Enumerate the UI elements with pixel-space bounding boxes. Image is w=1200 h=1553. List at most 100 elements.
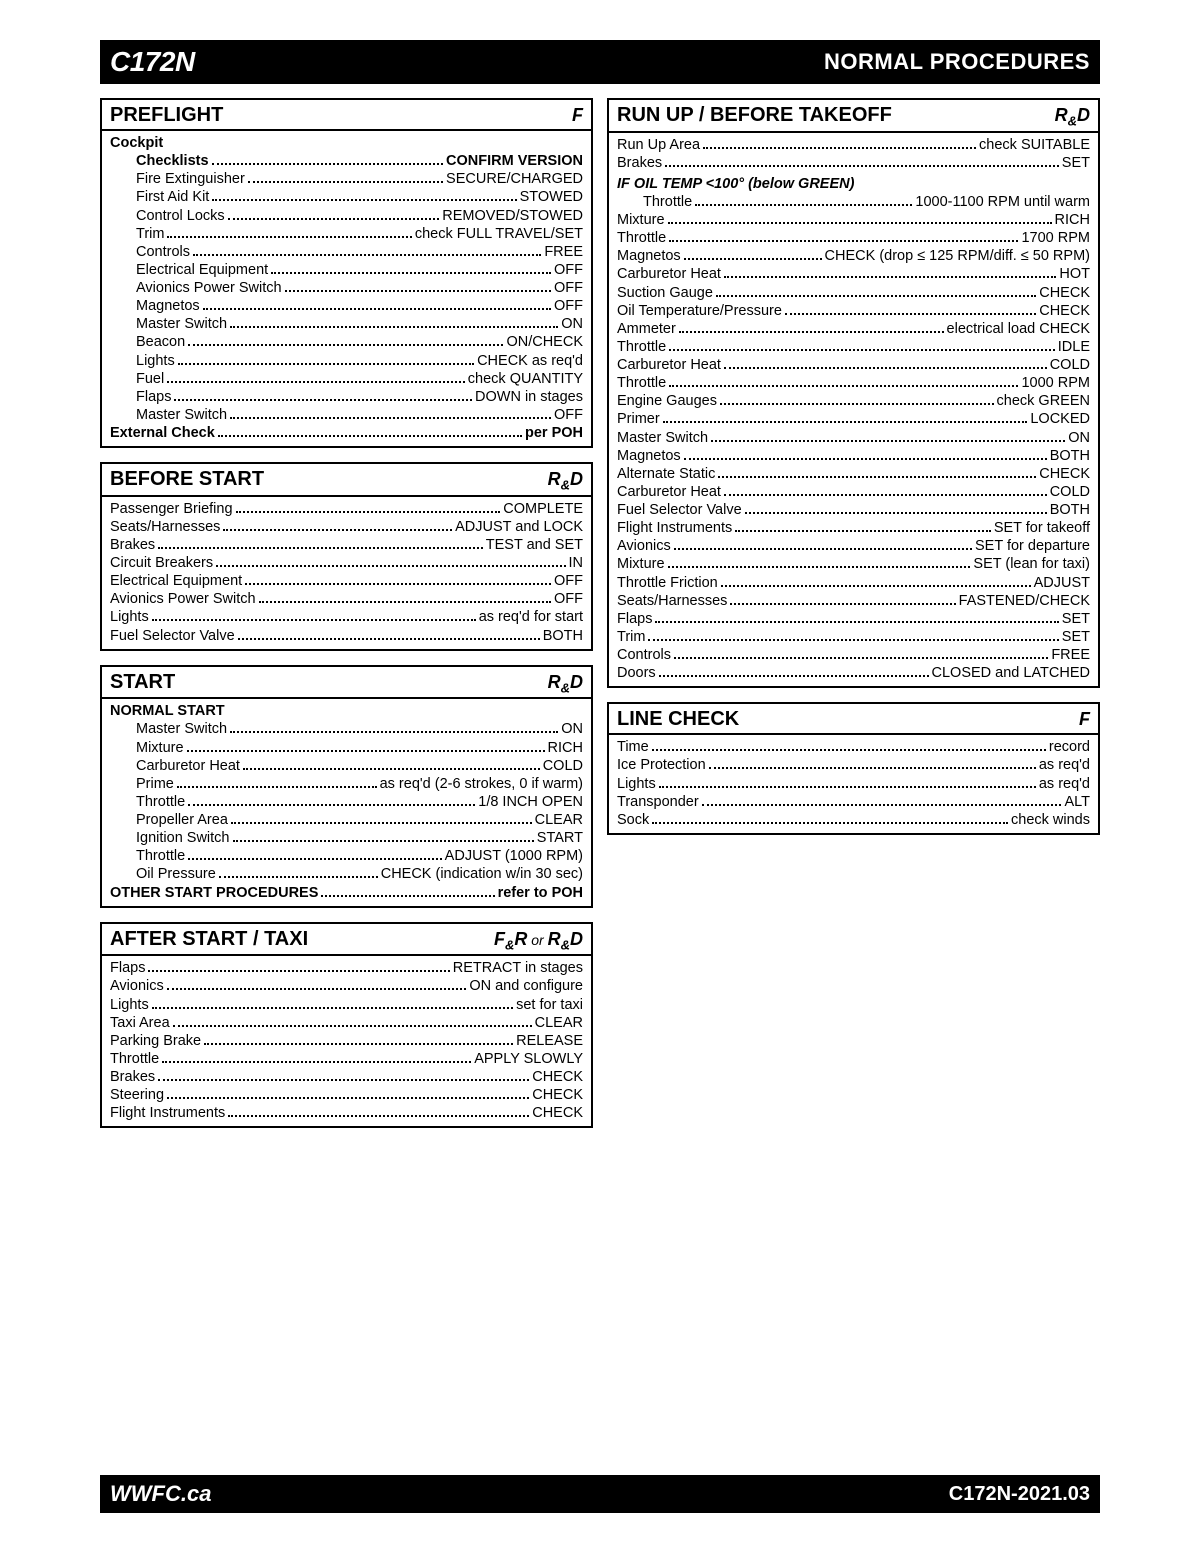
leader-dots (665, 165, 1059, 167)
item-value: RETRACT in stages (453, 959, 583, 977)
item-value: TEST and SET (486, 536, 583, 554)
item-label: Steering (110, 1086, 164, 1104)
leader-dots (669, 385, 1018, 387)
checklist-item: Carburetor HeatCOLD (609, 483, 1098, 501)
checklist-section: LINE CHECKFTimerecordIce Protection as re… (607, 702, 1100, 835)
item-value: CHECK as req'd (477, 352, 583, 370)
leader-dots (703, 147, 976, 149)
leader-dots (193, 254, 541, 256)
checklist-item: Flight InstrumentsSET for takeoff (609, 519, 1098, 537)
checklist-item: Control LocksREMOVED/STOWED (102, 207, 591, 225)
leader-dots (223, 529, 452, 531)
item-value: COLD (1050, 356, 1090, 374)
leader-dots (152, 619, 476, 621)
leader-dots (684, 258, 822, 260)
subheading: Cockpit (102, 131, 591, 152)
item-label: Controls (617, 646, 671, 664)
checklist-section: BEFORE STARTR&DPassenger BriefingCOMPLET… (100, 462, 593, 651)
aircraft-model: C172N (110, 46, 195, 78)
leader-dots (203, 308, 551, 310)
checklist-item: Throttle1/8 INCH OPEN (102, 793, 591, 811)
item-label: Magnetos (136, 297, 200, 315)
leader-dots (212, 163, 444, 165)
item-label: Sock (617, 811, 649, 829)
checklist-item: Ammeterelectrical load CHECK (609, 320, 1098, 338)
item-label: Throttle (110, 1050, 159, 1068)
item-label: Master Switch (136, 406, 227, 424)
subheading: IF OIL TEMP <100° (below GREEN) (609, 172, 1098, 193)
item-label: Lights (110, 608, 149, 626)
item-value: SET for departure (975, 537, 1090, 555)
item-label: Electrical Equipment (136, 261, 268, 279)
item-label: Brakes (110, 1068, 155, 1086)
leader-dots (152, 1007, 513, 1009)
item-label: Transponder (617, 793, 699, 811)
item-label: Flight Instruments (110, 1104, 225, 1122)
item-value: DOWN in stages (475, 388, 583, 406)
item-value: SET for takeoff (994, 519, 1090, 537)
checklist-item: Timerecord (609, 735, 1098, 756)
item-value: as req'd (1039, 756, 1090, 774)
item-value: ON (561, 315, 583, 333)
checklist-item: Taxi AreaCLEAR (102, 1014, 591, 1032)
leader-dots (652, 822, 1008, 824)
checklist-item: Oil PressureCHECK (indication w/in 30 se… (102, 865, 591, 883)
checklist-item: TransponderALT (609, 793, 1098, 811)
item-value: SET (lean for taxi) (973, 555, 1090, 573)
checklist-item: External Checkper POH (102, 424, 591, 446)
item-value: OFF (554, 406, 583, 424)
item-value: ADJUST (1034, 574, 1090, 592)
leader-dots (648, 639, 1058, 641)
item-label: Doors (617, 664, 656, 682)
item-value: CHECK (indication w/in 30 sec) (381, 865, 583, 883)
item-label: Avionics (617, 537, 671, 555)
item-label: Prime (136, 775, 174, 793)
section-title: BEFORE START (110, 468, 264, 491)
checklist-item: MixtureRICH (609, 211, 1098, 229)
item-value: OFF (554, 297, 583, 315)
section-tag: R&D (548, 672, 583, 696)
item-value: COLD (543, 757, 583, 775)
item-label: Master Switch (617, 429, 708, 447)
leader-dots (735, 530, 991, 532)
checklist-item: Avionics SET for departure (609, 537, 1098, 555)
item-label: Run Up Area (617, 136, 700, 154)
leader-dots (174, 399, 472, 401)
leader-dots (659, 786, 1036, 788)
checklist-item: Throttle FrictionADJUST (609, 574, 1098, 592)
checklist-item: FlapsSET (609, 610, 1098, 628)
checklist-item: Magnetos OFF (102, 297, 591, 315)
checklist-item: Seats/HarnessesFASTENED/CHECK (609, 592, 1098, 610)
item-value: refer to POH (498, 884, 583, 902)
leader-dots (148, 970, 449, 972)
checklist-item: Circuit BreakersIN (102, 554, 591, 572)
section-header: LINE CHECKF (609, 704, 1098, 735)
leader-dots (721, 585, 1031, 587)
item-label: Master Switch (136, 315, 227, 333)
section-header: PREFLIGHTF (102, 100, 591, 131)
item-value: check FULL TRAVEL/SET (415, 225, 583, 243)
checklist-item: Engine Gaugescheck GREEN (609, 392, 1098, 410)
checklist-item: Master SwitchON (609, 429, 1098, 447)
item-label: Ammeter (617, 320, 676, 338)
item-value: as req'd (2-6 strokes, 0 if warm) (380, 775, 583, 793)
leader-dots (188, 804, 475, 806)
item-value: BOTH (543, 627, 583, 645)
leader-dots (228, 1115, 529, 1117)
checklist-item: Suction GaugeCHECK (609, 284, 1098, 302)
leader-dots (204, 1043, 513, 1045)
checklist-item: LightsCHECK as req'd (102, 352, 591, 370)
checklist-item: BrakesCHECK (102, 1068, 591, 1086)
checklist-item: Electrical EquipmentOFF (102, 572, 591, 590)
item-label: Magnetos (617, 247, 681, 265)
item-label: Throttle (617, 338, 666, 356)
item-value: REMOVED/STOWED (442, 207, 583, 225)
item-value: record (1049, 738, 1090, 756)
checklist-item: Lightsas req'd (609, 775, 1098, 793)
leader-dots (230, 731, 558, 733)
leader-dots (724, 276, 1056, 278)
item-value: STOWED (520, 188, 583, 206)
item-label: Ice Protection (617, 756, 706, 774)
item-value: START (537, 829, 583, 847)
item-label: Flaps (617, 610, 652, 628)
